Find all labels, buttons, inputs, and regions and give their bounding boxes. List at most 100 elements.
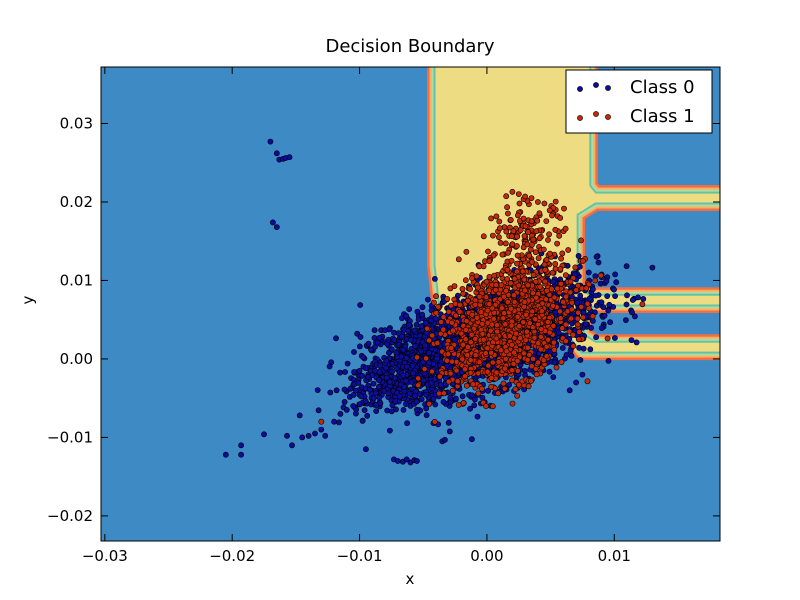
class0-point	[337, 369, 343, 376]
class1-point	[486, 258, 493, 265]
class1-point	[522, 287, 528, 294]
class0-point	[563, 351, 570, 358]
class0-point	[273, 224, 280, 230]
class1-point	[480, 336, 487, 343]
class1-point	[488, 375, 495, 381]
class1-point	[455, 256, 462, 263]
class1-point	[503, 228, 510, 235]
class1-point	[480, 233, 487, 240]
class1-point	[563, 338, 569, 344]
class0-point	[432, 315, 439, 322]
class0-point	[440, 398, 447, 405]
class1-point	[568, 306, 575, 313]
class0-point	[447, 394, 454, 401]
class0-point	[356, 401, 363, 408]
class1-point	[487, 327, 494, 334]
class1-point	[578, 237, 584, 244]
class0-point	[408, 379, 415, 385]
class0-point	[333, 387, 340, 394]
class0-point	[336, 419, 342, 426]
class0-point	[419, 311, 426, 318]
class1-point	[496, 225, 503, 232]
class1-point	[472, 352, 479, 359]
class0-point	[389, 368, 395, 375]
class1-point	[570, 343, 577, 349]
class1-point	[484, 345, 491, 351]
class1-point	[522, 193, 528, 200]
class1-point	[495, 390, 502, 397]
x-axis-label: x	[406, 570, 415, 588]
class0-point	[373, 402, 380, 408]
class1-point	[552, 226, 559, 233]
class1-point	[503, 193, 510, 200]
class1-point	[517, 227, 524, 233]
class1-point	[503, 348, 510, 355]
class1-point	[426, 337, 432, 344]
class1-point	[503, 287, 509, 294]
class1-point	[537, 283, 543, 290]
class0-point	[633, 339, 640, 346]
class1-point	[479, 330, 486, 337]
class0-point	[559, 345, 566, 351]
class1-point	[431, 299, 437, 306]
class1-point	[508, 322, 515, 329]
class0-point	[586, 295, 593, 302]
class1-point	[543, 218, 550, 224]
class1-point	[488, 215, 494, 222]
class0-point	[411, 392, 418, 399]
class0-point	[357, 334, 364, 340]
class0-point	[623, 263, 630, 270]
class0-point	[576, 344, 582, 351]
class1-point	[543, 287, 550, 294]
class0-point	[441, 436, 448, 443]
class1-point	[494, 322, 500, 328]
class0-point	[222, 451, 229, 458]
class1-point	[573, 287, 580, 293]
class0-point	[386, 379, 393, 385]
class1-point	[549, 212, 555, 219]
class1-point	[488, 349, 495, 356]
class0-point	[414, 308, 421, 315]
class0-point	[649, 264, 656, 271]
class1-point	[576, 329, 583, 335]
class1-point	[519, 268, 526, 275]
class1-point	[557, 214, 564, 221]
class1-point	[475, 370, 482, 377]
class0-point	[365, 374, 371, 380]
class1-point	[415, 382, 422, 389]
class0-point	[366, 386, 373, 393]
class1-point	[448, 319, 455, 326]
class0-point	[360, 354, 367, 361]
class0-point	[587, 346, 594, 353]
class1-point	[493, 282, 499, 288]
class0-point	[577, 292, 584, 299]
class1-point	[547, 250, 553, 257]
class0-point	[624, 292, 630, 299]
class0-point	[568, 352, 575, 359]
class1-point	[540, 246, 547, 253]
class0-point	[372, 390, 379, 397]
class1-point	[515, 212, 521, 219]
class0-point	[623, 317, 629, 323]
class0-point	[575, 252, 582, 259]
class1-point	[530, 290, 536, 296]
class1-point	[495, 358, 502, 365]
class0-point	[376, 394, 383, 401]
class1-point	[562, 272, 569, 279]
y-axis-label: y	[19, 295, 37, 304]
class0-point	[603, 278, 610, 285]
class0-point	[598, 299, 605, 306]
class1-point	[484, 368, 491, 375]
class1-point	[558, 280, 564, 287]
class1-point	[460, 341, 466, 348]
class0-point	[399, 333, 405, 340]
class1-point	[426, 400, 433, 407]
class1-point	[575, 336, 582, 343]
class1-point	[557, 266, 564, 272]
class0-point	[352, 410, 359, 417]
class1-point	[449, 358, 455, 365]
class1-point	[467, 369, 474, 376]
class1-point	[516, 200, 523, 207]
class1-point	[415, 375, 422, 382]
class0-point	[394, 458, 401, 464]
